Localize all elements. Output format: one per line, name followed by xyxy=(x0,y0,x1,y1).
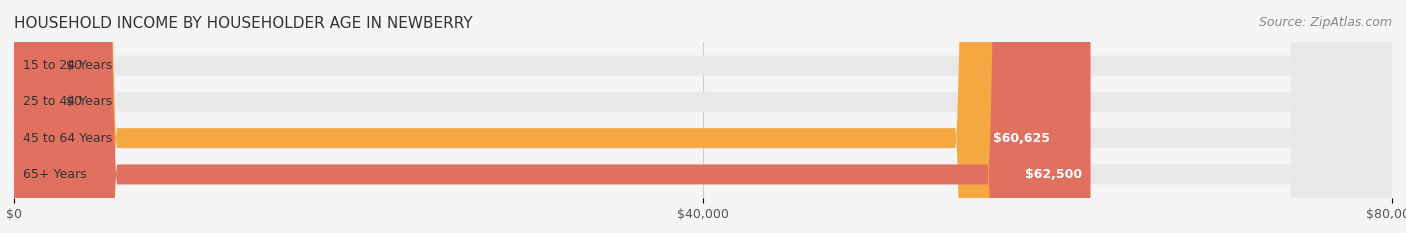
Text: HOUSEHOLD INCOME BY HOUSEHOLDER AGE IN NEWBERRY: HOUSEHOLD INCOME BY HOUSEHOLDER AGE IN N… xyxy=(14,16,472,31)
Text: $62,500: $62,500 xyxy=(1025,168,1083,181)
Text: 25 to 44 Years: 25 to 44 Years xyxy=(22,95,112,108)
FancyBboxPatch shape xyxy=(14,0,1091,233)
Text: $60,625: $60,625 xyxy=(993,132,1050,145)
FancyBboxPatch shape xyxy=(14,0,1059,233)
Text: 65+ Years: 65+ Years xyxy=(22,168,86,181)
FancyBboxPatch shape xyxy=(14,0,1392,233)
FancyBboxPatch shape xyxy=(14,0,1392,233)
Text: Source: ZipAtlas.com: Source: ZipAtlas.com xyxy=(1258,16,1392,29)
Text: $0: $0 xyxy=(66,95,82,108)
FancyBboxPatch shape xyxy=(14,0,1392,233)
Text: 45 to 64 Years: 45 to 64 Years xyxy=(22,132,112,145)
Text: 15 to 24 Years: 15 to 24 Years xyxy=(22,59,112,72)
Text: $0: $0 xyxy=(66,59,82,72)
FancyBboxPatch shape xyxy=(14,0,1392,233)
